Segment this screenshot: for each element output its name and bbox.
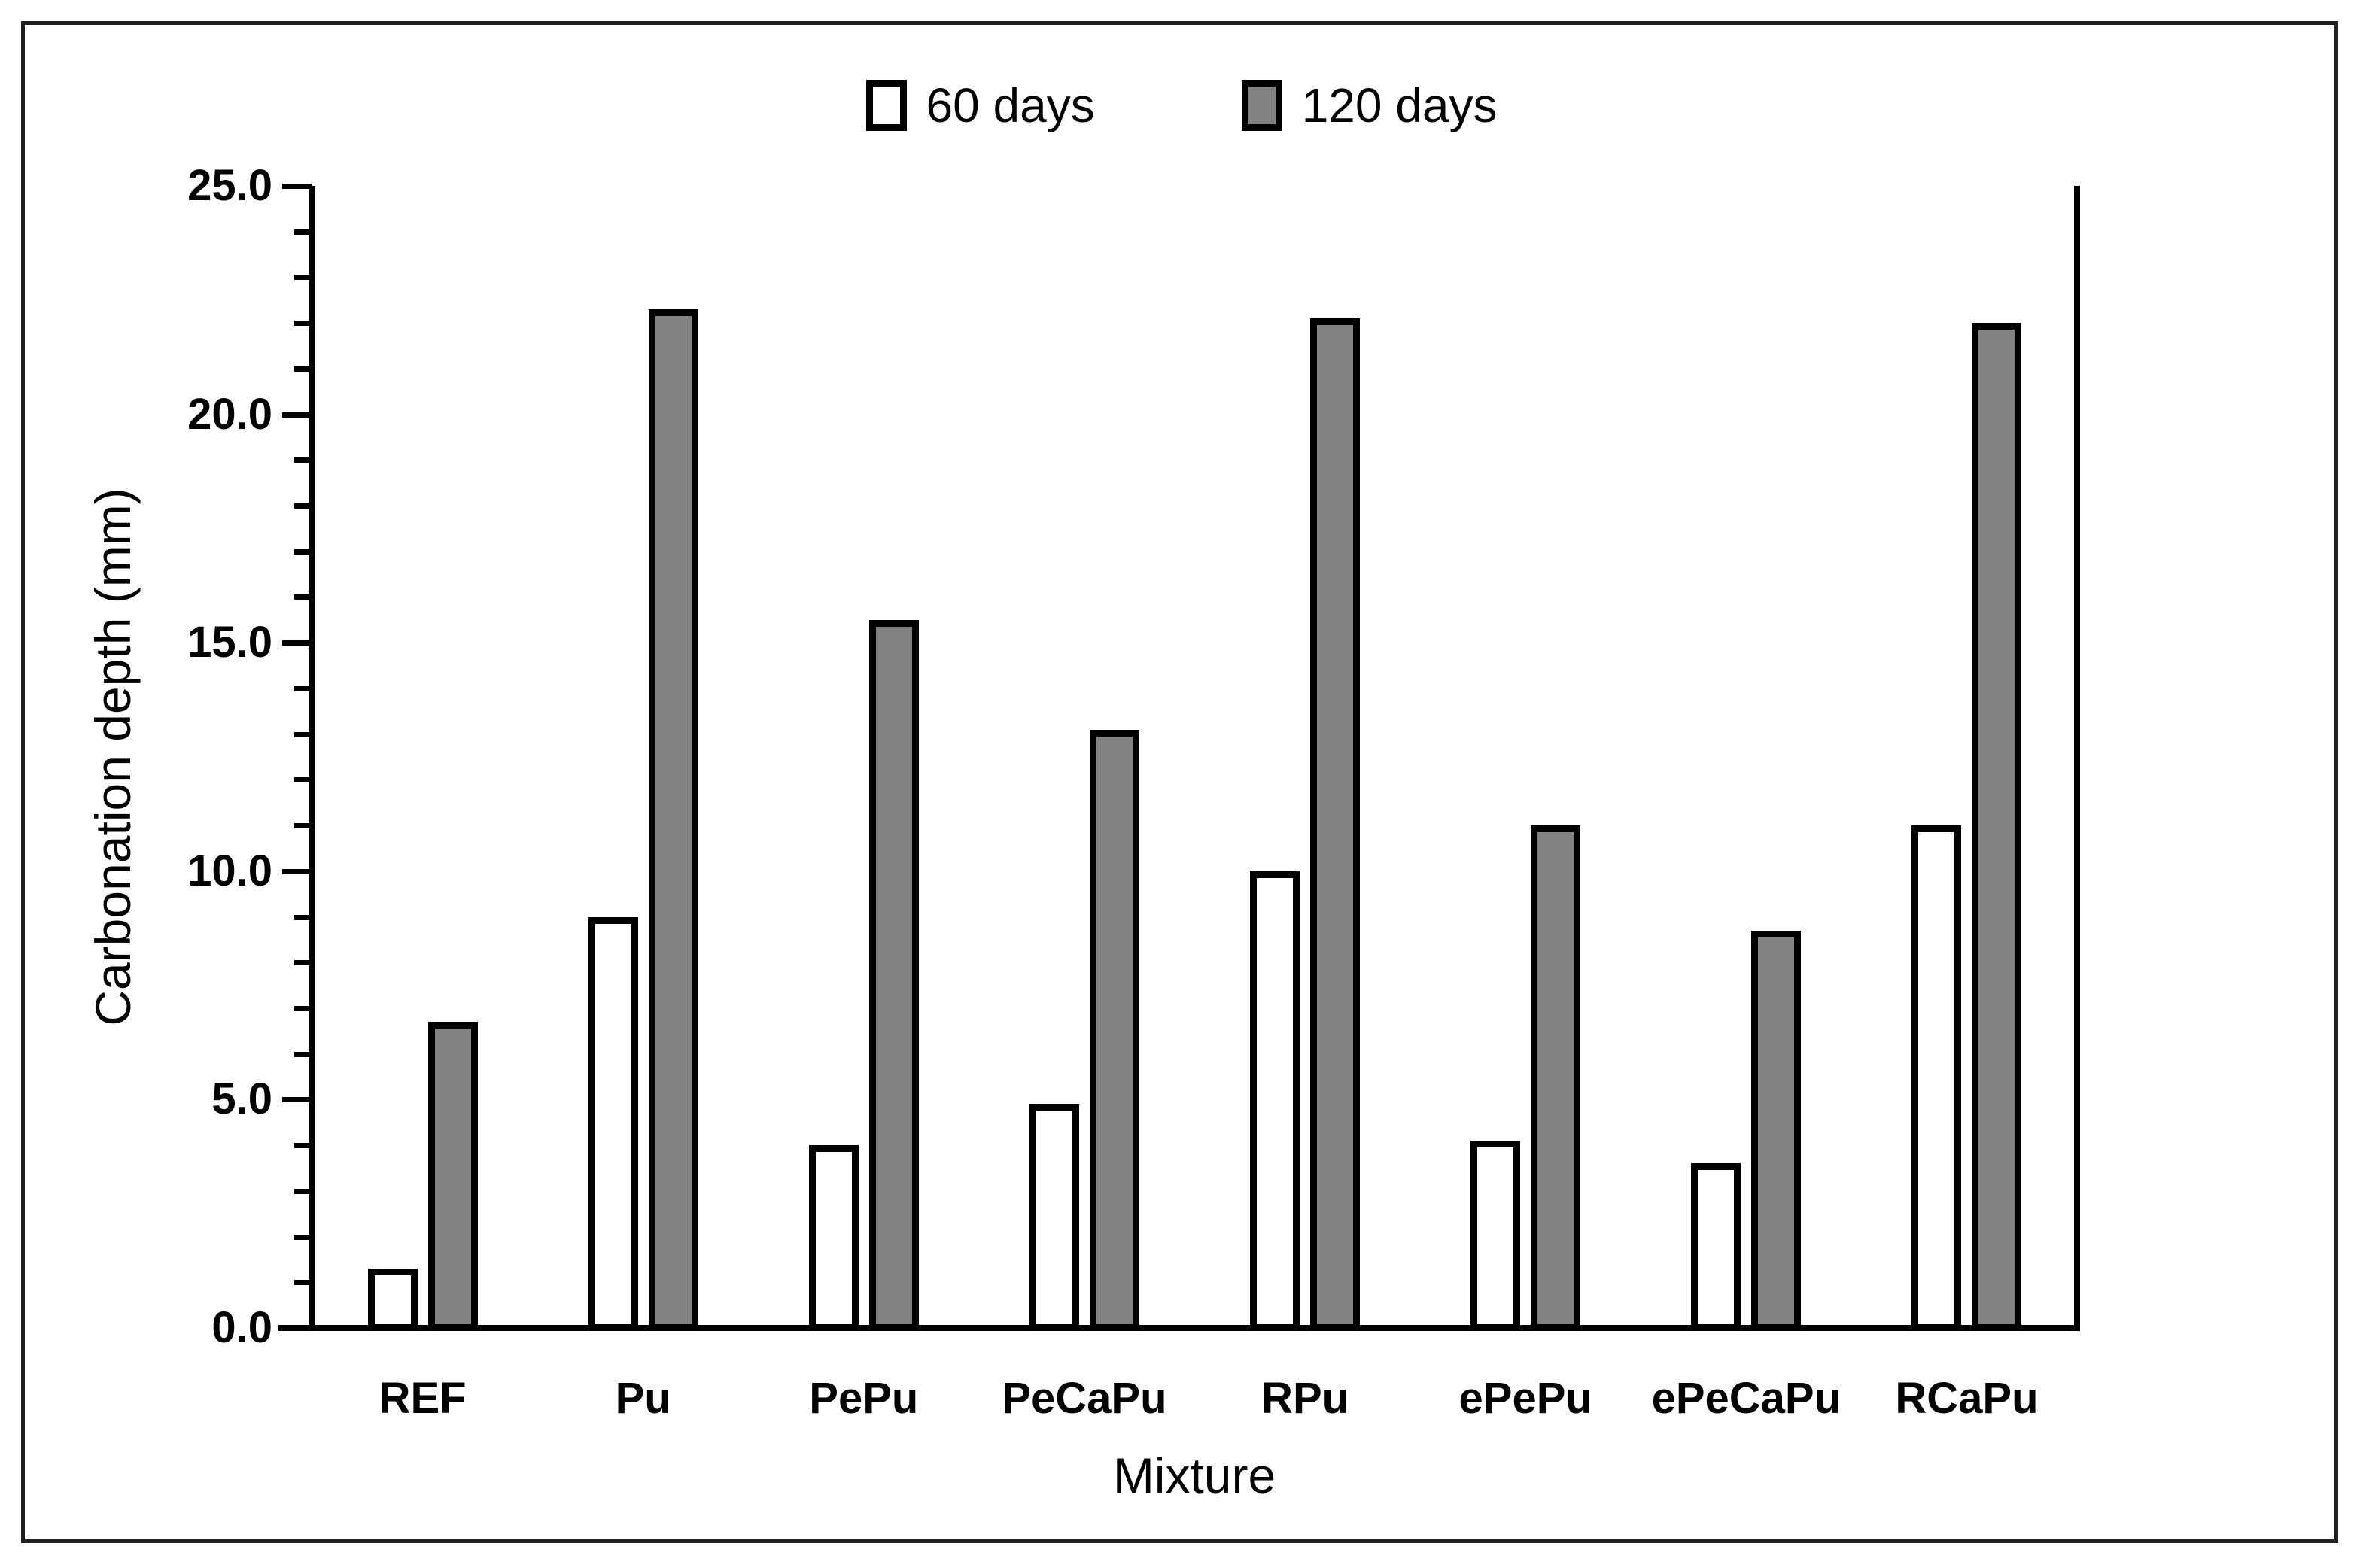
bar-120-days-PeCaPu bbox=[1089, 729, 1139, 1331]
bar-120-days-ePeCaPu bbox=[1751, 930, 1802, 1331]
bar-120-days-RCaPu bbox=[1972, 323, 2022, 1331]
x-axis-category-label: REF bbox=[379, 1374, 467, 1423]
bar-60-days-ePeCaPu bbox=[1691, 1163, 1741, 1331]
legend-item-60-days: 60 days bbox=[865, 78, 1095, 132]
x-axis-category-label: PePu bbox=[809, 1374, 919, 1423]
y-axis-major-tick bbox=[282, 1326, 312, 1331]
y-axis-minor-tick bbox=[294, 685, 312, 691]
y-axis-minor-tick bbox=[294, 1280, 312, 1286]
bar-60-days-REF bbox=[367, 1269, 418, 1331]
y-axis-line bbox=[309, 186, 315, 1331]
y-axis-tick-label: 25.0 bbox=[187, 161, 272, 210]
bar-60-days-ePePu bbox=[1470, 1141, 1521, 1331]
legend-item-120-days: 120 days bbox=[1241, 78, 1498, 132]
bar-60-days-PePu bbox=[808, 1145, 859, 1331]
legend-label-120-days: 120 days bbox=[1301, 78, 1498, 132]
y-axis-major-tick bbox=[282, 184, 312, 189]
x-axis-category-label: RCaPu bbox=[1895, 1374, 2039, 1423]
y-axis-minor-tick bbox=[294, 823, 312, 829]
y-axis-minor-tick bbox=[294, 1051, 312, 1057]
y-axis-major-tick bbox=[282, 412, 312, 418]
y-axis-minor-tick bbox=[294, 1143, 312, 1149]
y-axis-minor-tick bbox=[294, 321, 312, 327]
x-axis-line bbox=[278, 1325, 2077, 1331]
y-axis-major-tick bbox=[282, 1097, 312, 1103]
bar-60-days-RPu bbox=[1250, 871, 1300, 1331]
legend: 60 days 120 days bbox=[0, 69, 2363, 141]
y-axis-minor-tick bbox=[294, 366, 312, 372]
legend-swatch-60-days bbox=[865, 80, 907, 131]
y-axis-minor-tick bbox=[294, 1005, 312, 1011]
y-axis-minor-tick bbox=[294, 777, 312, 783]
y-axis-minor-tick bbox=[294, 1234, 312, 1240]
x-axis-title: Mixture bbox=[1112, 1448, 1276, 1503]
bar-120-days-Pu bbox=[648, 308, 698, 1331]
bar-120-days-REF bbox=[427, 1022, 478, 1331]
y-axis-tick-label: 15.0 bbox=[187, 618, 272, 667]
y-axis-major-tick bbox=[282, 640, 312, 646]
x-axis-category-label: RPu bbox=[1261, 1374, 1349, 1423]
x-axis-category-label: Pu bbox=[615, 1374, 671, 1423]
y-axis-minor-tick bbox=[294, 594, 312, 600]
y-axis-tick-label: 0.0 bbox=[211, 1303, 272, 1352]
bar-60-days-RCaPu bbox=[1911, 825, 1962, 1331]
legend-label-60-days: 60 days bbox=[926, 78, 1095, 132]
x-axis-category-label: ePePu bbox=[1458, 1374, 1592, 1423]
plot-right-border bbox=[2074, 186, 2080, 1331]
y-axis-minor-tick bbox=[294, 548, 312, 555]
y-axis-minor-tick bbox=[294, 1188, 312, 1194]
bar-60-days-PeCaPu bbox=[1029, 1104, 1079, 1331]
y-axis-minor-tick bbox=[294, 731, 312, 737]
y-axis-minor-tick bbox=[294, 914, 312, 920]
bar-120-days-RPu bbox=[1310, 318, 1361, 1331]
bar-120-days-ePePu bbox=[1531, 825, 1581, 1331]
y-axis-major-tick bbox=[282, 868, 312, 874]
y-axis-title: Carbonation depth (mm) bbox=[85, 488, 141, 1026]
y-axis-tick-label: 5.0 bbox=[211, 1074, 272, 1124]
bar-60-days-Pu bbox=[588, 916, 638, 1331]
y-axis-minor-tick bbox=[294, 457, 312, 463]
y-axis-minor-tick bbox=[294, 960, 312, 966]
y-axis-tick-label: 10.0 bbox=[187, 846, 272, 895]
bar-120-days-PePu bbox=[868, 619, 919, 1331]
y-axis-minor-tick bbox=[294, 229, 312, 235]
x-axis-category-label: PeCaPu bbox=[1002, 1374, 1167, 1423]
x-axis-category-label: ePeCaPu bbox=[1651, 1374, 1841, 1423]
legend-swatch-120-days bbox=[1241, 80, 1282, 131]
y-axis-minor-tick bbox=[294, 503, 312, 509]
y-axis-minor-tick bbox=[294, 275, 312, 281]
y-axis-tick-label: 20.0 bbox=[187, 389, 272, 439]
